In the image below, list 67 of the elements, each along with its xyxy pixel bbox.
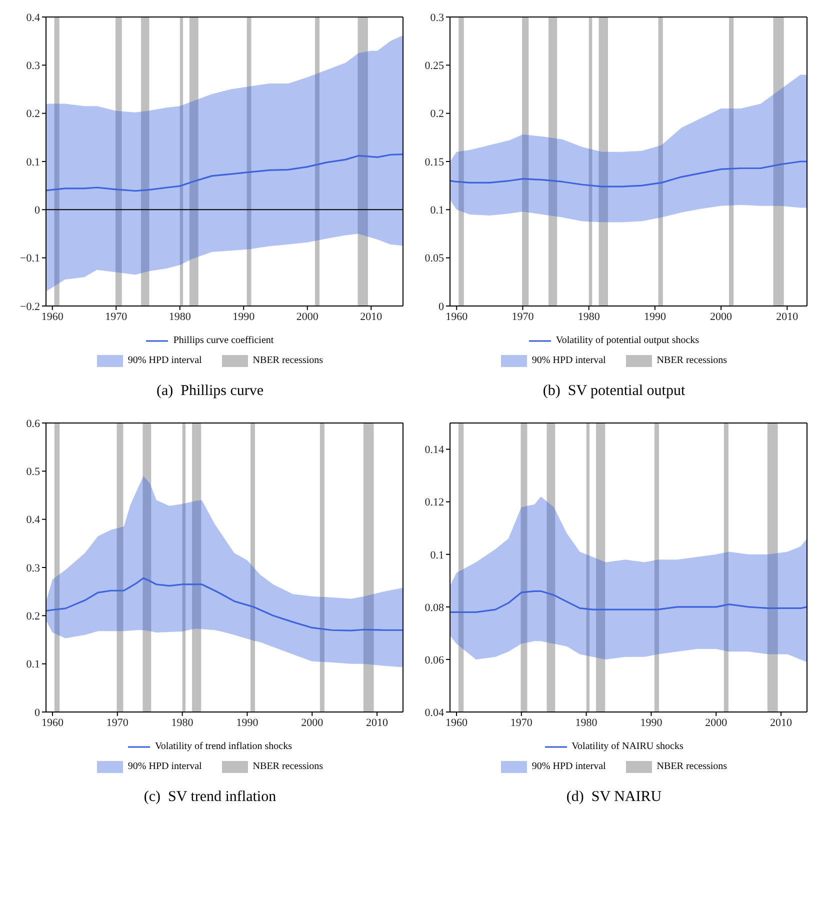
y-tick-label: 0.1 bbox=[430, 549, 444, 562]
y-tick-label: 0.3 bbox=[430, 12, 444, 24]
y-tick-label: 0 bbox=[438, 300, 444, 313]
text: 90% HPD interval bbox=[532, 760, 606, 774]
x-tick-label: 1980 bbox=[171, 716, 194, 729]
y-tick-label: 0.15 bbox=[424, 156, 444, 168]
y-tick-label: 0.3 bbox=[26, 60, 40, 72]
x-tick-label: 2010 bbox=[360, 310, 383, 323]
y-tick-label: 0.2 bbox=[26, 108, 40, 120]
legend-label: NBER recessions bbox=[252, 354, 324, 368]
x-tick-label: 1990 bbox=[640, 716, 663, 729]
x-tick-label: 1960 bbox=[41, 716, 64, 729]
y-tick-label: −0.1 bbox=[20, 252, 40, 265]
y-tick-label: 0.3 bbox=[26, 562, 40, 574]
y-tick-label: 0 bbox=[34, 204, 40, 217]
x-tick-label: 2010 bbox=[770, 716, 793, 729]
text: (a) Phillips curve bbox=[155, 383, 265, 400]
x-tick-label: 1970 bbox=[105, 310, 128, 323]
legend-label: NBER recessions bbox=[656, 354, 728, 368]
y-tick-label: 0.25 bbox=[424, 60, 444, 72]
y-tick-label: 0.4 bbox=[26, 514, 40, 526]
x-tick-label: 1980 bbox=[578, 310, 600, 323]
text: 90% HPD interval bbox=[128, 760, 202, 774]
x-tick-label: 2000 bbox=[710, 310, 733, 323]
x-tick-label: 1990 bbox=[232, 310, 256, 323]
text: (c) SV trend inflation bbox=[142, 789, 278, 806]
x-tick-label: 1990 bbox=[644, 310, 666, 323]
x-tick-label: 1960 bbox=[446, 310, 468, 323]
x-tick-label: 1990 bbox=[236, 716, 259, 729]
y-tick-label: 0.04 bbox=[424, 706, 444, 719]
text: (b) SV potential output bbox=[542, 383, 686, 400]
legend-label: NBER recessions bbox=[656, 760, 728, 774]
y-tick-label: 0.12 bbox=[424, 496, 444, 509]
y-tick-label: 0.05 bbox=[424, 252, 444, 265]
text: (d) SV NAIRU bbox=[565, 789, 663, 806]
legend-label: Volatility of trend inflation shocks bbox=[154, 740, 292, 754]
x-tick-label: 1970 bbox=[512, 310, 534, 323]
legend-label: NBER recessions bbox=[252, 760, 324, 774]
y-tick-label: 0.5 bbox=[26, 466, 40, 478]
y-tick-label: 0.4 bbox=[26, 12, 40, 24]
x-tick-label: 2010 bbox=[366, 716, 389, 729]
y-tick-label: 0.1 bbox=[430, 204, 444, 217]
y-tick-label: 0.1 bbox=[26, 156, 40, 168]
x-tick-label: 1980 bbox=[575, 716, 598, 729]
y-tick-label: 0.08 bbox=[424, 602, 444, 614]
y-tick-label: 0.2 bbox=[430, 108, 444, 120]
y-tick-label: 0.1 bbox=[26, 658, 40, 671]
y-tick-label: 0.06 bbox=[424, 654, 444, 666]
x-tick-label: 2010 bbox=[776, 310, 799, 323]
x-tick-label: 2000 bbox=[301, 716, 324, 729]
text: 90% HPD interval bbox=[128, 354, 202, 368]
y-tick-label: −0.2 bbox=[20, 300, 40, 313]
x-tick-label: 1960 bbox=[41, 310, 64, 323]
x-tick-label: 2000 bbox=[705, 716, 728, 729]
y-tick-label: 0.2 bbox=[26, 610, 40, 623]
legend-label: Volatility of NAIRU shocks bbox=[572, 740, 684, 754]
x-tick-label: 1970 bbox=[106, 716, 129, 729]
y-tick-label: 0.6 bbox=[26, 418, 40, 430]
x-tick-label: 2000 bbox=[296, 310, 319, 323]
x-tick-label: 1980 bbox=[168, 310, 192, 323]
y-tick-label: 0 bbox=[34, 706, 40, 719]
y-tick-label: 0.14 bbox=[424, 444, 444, 456]
legend-label: Volatility of potential output shocks bbox=[556, 334, 700, 348]
legend-label: Phillips curve coefficient bbox=[173, 334, 274, 348]
x-tick-label: 1970 bbox=[510, 716, 533, 729]
x-tick-label: 1960 bbox=[445, 716, 468, 729]
text: 90% HPD interval bbox=[532, 354, 606, 368]
